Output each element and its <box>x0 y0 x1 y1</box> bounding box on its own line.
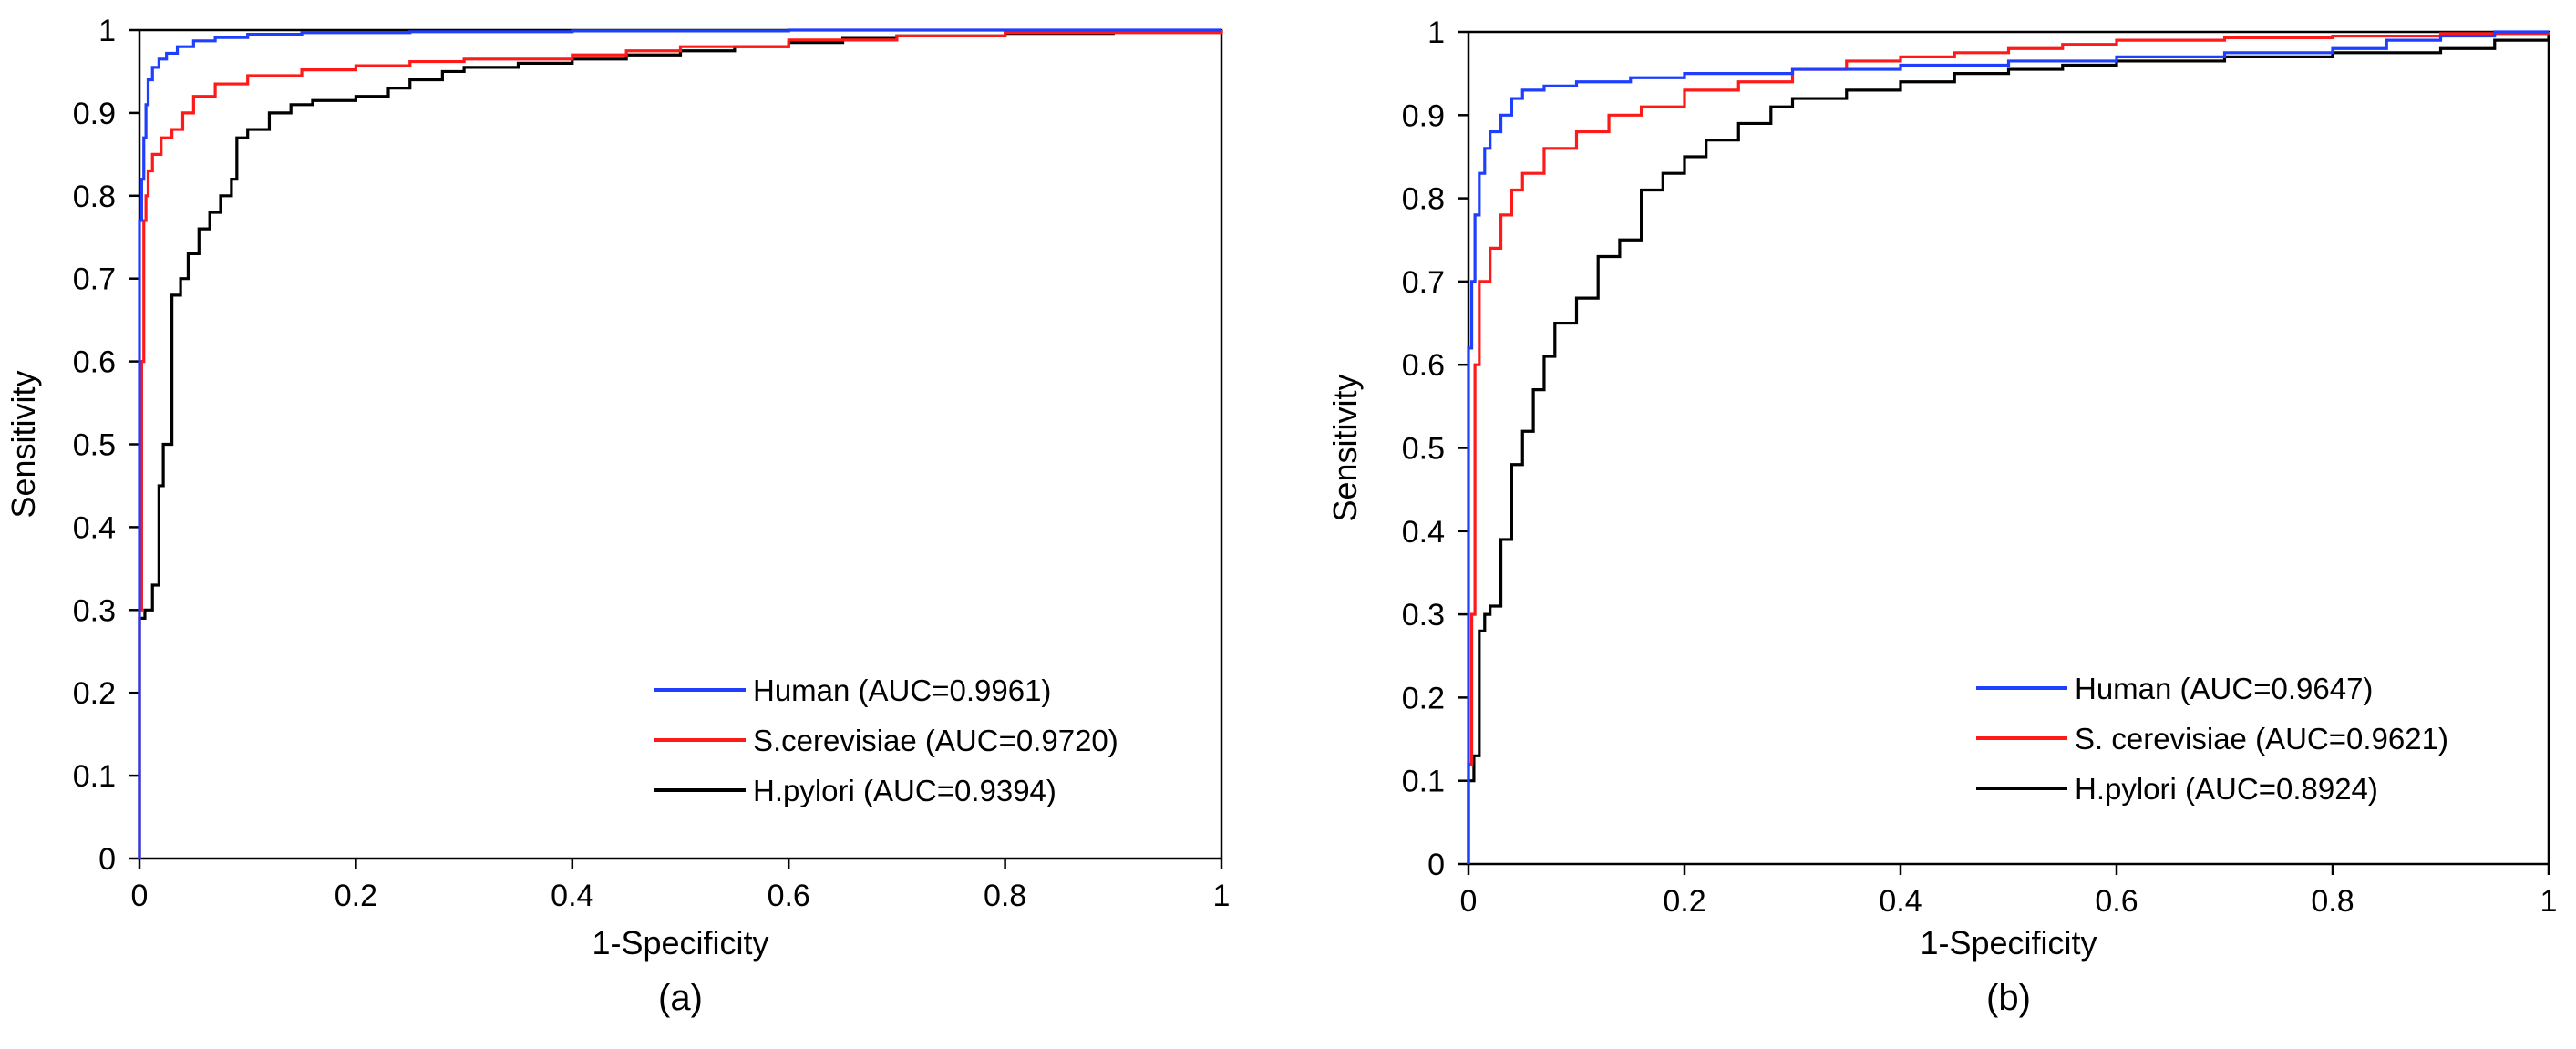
y-tick-label: 0.3 <box>73 593 116 628</box>
y-tick-label: 1 <box>98 14 116 48</box>
y-axis-ticks: 0 0.1 0.2 0.3 0.4 0.5 0.6 0.7 0.8 0.9 1 <box>73 14 139 877</box>
y-tick-label: 0.4 <box>73 510 116 545</box>
y-axis-ticks: 0 0.1 0.2 0.3 0.4 0.5 0.6 0.7 0.8 0.9 1 <box>1402 15 1468 882</box>
y-tick-label: 0.5 <box>73 428 116 463</box>
roc-curve-s-cerevisiae <box>138 30 1223 859</box>
roc-curve-human <box>1467 30 2549 864</box>
legend-label: Human (AUC=0.9647) <box>2075 672 2373 705</box>
y-tick-label: 0.6 <box>73 345 116 380</box>
y-tick-label: 0.8 <box>1402 182 1445 217</box>
panel-label: (a) <box>658 978 703 1018</box>
x-tick-label: 0.2 <box>1663 884 1705 919</box>
legend: Human (AUC=0.9961) S.cerevisiae (AUC=0.97… <box>654 674 1118 807</box>
x-tick-label: 0.4 <box>551 879 593 913</box>
y-tick-label: 0.9 <box>1402 98 1445 133</box>
y-tick-label: 0.2 <box>1402 681 1445 715</box>
x-axis-ticks: 0 0.2 0.4 0.6 0.8 1 <box>131 859 1231 913</box>
legend-label: S. cerevisiae (AUC=0.9621) <box>2075 722 2448 756</box>
legend-item: H.pylori (AUC=0.8924) <box>1976 772 2378 806</box>
legend: Human (AUC=0.9647) S. cerevisiae (AUC=0.9… <box>1976 672 2448 806</box>
legend-label: H.pylori (AUC=0.8924) <box>2075 772 2378 806</box>
y-tick-label: 0.1 <box>73 759 116 794</box>
legend-item: H.pylori (AUC=0.9394) <box>654 774 1056 807</box>
roc-series-group <box>138 28 1223 859</box>
y-tick-label: 0.3 <box>1402 598 1445 632</box>
roc-curve-s-cerevisiae <box>1467 32 2550 864</box>
y-axis-title: Sensitivity <box>1326 374 1364 521</box>
roc-panel-b: 0 0.2 0.4 0.6 0.8 100.10.20.30.40.50.60.70.80… <box>1326 15 2557 1018</box>
x-tick-label: 0 <box>131 879 149 913</box>
x-tick-label: 0.4 <box>1879 884 1922 919</box>
x-tick-label: 0.8 <box>2311 884 2354 919</box>
y-tick-label: 0.7 <box>73 262 116 297</box>
roc-curve-h-pylori <box>1467 32 2550 864</box>
x-axis-title: 1-Specificity <box>1920 924 2097 962</box>
roc-panel-a: 0 0.2 0.4 0.6 0.8 100.10.20.30.40.50.60.70.80… <box>5 14 1230 1018</box>
panel-label: (b) <box>1986 978 2031 1018</box>
roc-curve-human <box>138 28 1221 859</box>
x-tick-label: 0.6 <box>2095 884 2138 919</box>
y-tick-label: 1 <box>1427 15 1445 50</box>
legend-item: S. cerevisiae (AUC=0.9621) <box>1976 722 2448 756</box>
y-tick-label: 0.5 <box>1402 432 1445 467</box>
legend-label: S.cerevisiae (AUC=0.9720) <box>753 724 1118 757</box>
legend-item: Human (AUC=0.9961) <box>654 674 1051 707</box>
legend-item: Human (AUC=0.9647) <box>1976 672 2373 705</box>
y-tick-label: 0.8 <box>73 180 116 214</box>
x-axis-title: 1-Specificity <box>592 924 768 962</box>
roc-series-group <box>1467 30 2550 864</box>
y-axis-title: Sensitivity <box>5 370 42 518</box>
x-tick-label: 0.8 <box>984 879 1026 913</box>
x-tick-label: 0 <box>1460 884 1478 919</box>
y-tick-label: 0 <box>1427 848 1445 882</box>
y-tick-label: 0.7 <box>1402 265 1445 300</box>
y-tick-label: 0.1 <box>1402 765 1445 799</box>
x-tick-label: 0.2 <box>335 879 377 913</box>
legend-item: S.cerevisiae (AUC=0.9720) <box>654 724 1118 757</box>
y-tick-label: 0.9 <box>73 97 116 131</box>
x-tick-label: 1 <box>1213 879 1231 913</box>
x-axis-ticks: 0 0.2 0.4 0.6 0.8 1 <box>1460 864 2558 919</box>
legend-label: H.pylori (AUC=0.9394) <box>753 774 1056 807</box>
y-tick-label: 0.2 <box>73 676 116 711</box>
y-tick-label: 0.6 <box>1402 348 1445 383</box>
x-tick-label: 1 <box>2540 884 2558 919</box>
y-tick-label: 0 <box>98 842 116 877</box>
x-tick-label: 0.6 <box>768 879 810 913</box>
legend-label: Human (AUC=0.9961) <box>753 674 1051 707</box>
y-tick-label: 0.4 <box>1402 515 1445 550</box>
